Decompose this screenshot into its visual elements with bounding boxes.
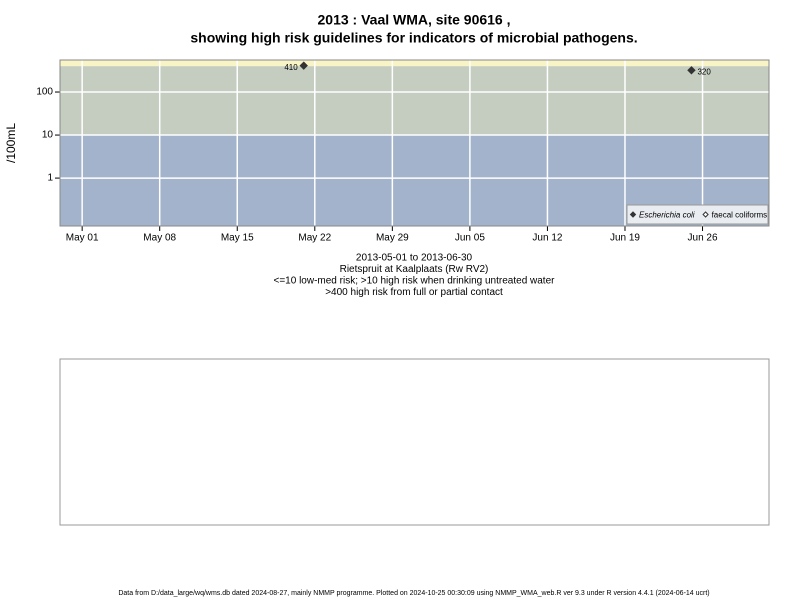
x-tick-label: May 22: [298, 233, 331, 244]
y-tick-label: 100: [36, 87, 53, 98]
y-tick-label: 10: [42, 130, 54, 141]
y-axis-label: /100mL: [4, 123, 18, 163]
x-tick-label: May 08: [143, 233, 176, 244]
data-label: 320: [697, 67, 711, 76]
legend-label: Escherichia coli: [639, 211, 695, 220]
chart-title: 2013 : Vaal WMA, site 90616 ,: [318, 12, 511, 28]
note: 2013-05-01 to 2013-06-30: [356, 253, 473, 264]
y-tick-label: 1: [47, 173, 53, 184]
footer: Data from D:/data_large/wq/wms.db dated …: [118, 590, 709, 597]
x-tick-label: May 15: [221, 233, 254, 244]
data-label: 410: [284, 63, 298, 72]
empty-panel: [59, 358, 770, 526]
legend-marker: [629, 211, 637, 218]
legend-box: [626, 204, 769, 225]
risk-band: [60, 66, 769, 136]
x-tick-label: May 01: [66, 233, 99, 244]
x-tick-label: Jun 05: [455, 233, 485, 244]
legend-label: faecal coliforms: [712, 211, 768, 220]
x-tick-label: May 29: [376, 233, 409, 244]
x-tick-label: Jun 26: [688, 233, 718, 244]
note: Rietspruit at Kaalplaats (Rw RV2): [340, 264, 489, 275]
x-tick-label: Jun 12: [532, 233, 562, 244]
plot-frame: [59, 59, 770, 227]
chart-subtitle: showing high risk guidelines for indicat…: [190, 30, 637, 46]
note: >400 high risk from full or partial cont…: [325, 287, 503, 298]
legend-marker: [702, 211, 709, 218]
risk-band: [60, 60, 769, 67]
data-point: [687, 66, 696, 75]
data-point: [299, 61, 308, 70]
x-tick-label: Jun 19: [610, 233, 640, 244]
note: <=10 low-med risk; >10 high risk when dr…: [274, 276, 556, 287]
